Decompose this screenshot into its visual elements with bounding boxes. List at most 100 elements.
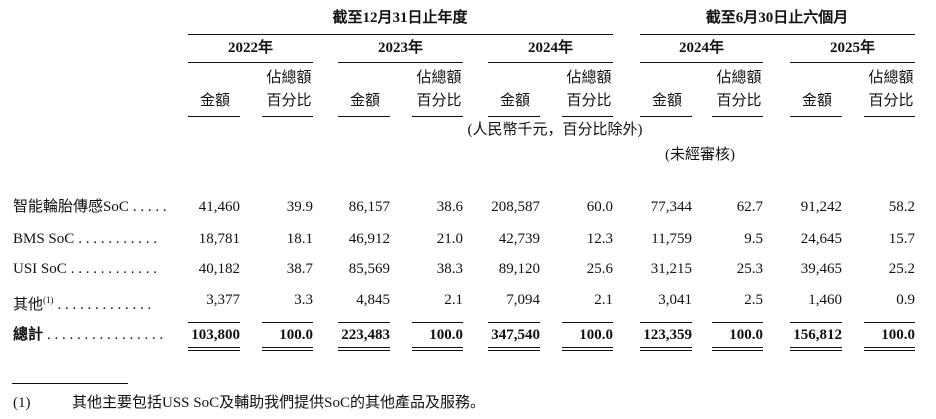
row-label: USI SoC. . . . . . . . . . . .	[13, 260, 157, 278]
rule	[640, 347, 692, 348]
rule	[562, 116, 613, 117]
cell: 25.6	[586, 261, 613, 277]
audit-note: (未經審核)	[665, 147, 735, 163]
cell: 208,587	[491, 199, 540, 215]
amount-header: 金額	[499, 93, 530, 109]
rule	[640, 116, 692, 117]
cell: 91,242	[800, 199, 842, 215]
label: 其他	[13, 297, 44, 313]
cell: 89,120	[498, 261, 540, 277]
rule	[790, 62, 915, 63]
pct-header: 百分比	[868, 93, 914, 109]
cell: 77,344	[650, 199, 692, 215]
rule	[790, 322, 842, 323]
label: BMS SoC	[13, 231, 75, 247]
cell: 3.3	[294, 292, 313, 308]
cell: 24,645	[800, 231, 842, 247]
cell: 38.6	[436, 199, 463, 215]
cell: 86,157	[348, 199, 390, 215]
rule	[188, 350, 240, 351]
rule	[262, 322, 313, 323]
pct-header: 佔總額	[868, 70, 914, 86]
year-header: 2024年	[527, 40, 573, 56]
cell: 156,812	[793, 327, 842, 343]
rule	[488, 116, 540, 117]
cell: 38.3	[436, 261, 463, 277]
footnote-marker: (1)	[13, 395, 31, 411]
group-header: 截至6月30日止六個月	[705, 10, 849, 26]
group-header: 截至12月31日止年度	[332, 10, 468, 26]
cell: 58.2	[888, 199, 915, 215]
amount-header: 金額	[199, 93, 230, 109]
cell: 40,182	[198, 261, 240, 277]
rule	[262, 116, 313, 117]
rule	[790, 347, 842, 348]
label: 智能輪胎傳感SoC	[13, 199, 129, 215]
leader: . . . . . . . . . . .	[78, 231, 158, 247]
cell: 100.0	[881, 327, 915, 343]
leader: . . . . . . . . . . . . .	[57, 297, 152, 313]
rule	[412, 347, 463, 348]
cell: 18.1	[286, 231, 313, 247]
cell: 39.9	[286, 199, 313, 215]
cell: 3,377	[206, 292, 240, 308]
rule	[712, 350, 763, 351]
pct-header: 佔總額	[266, 70, 312, 86]
rule	[188, 322, 240, 323]
cell: 9.5	[744, 231, 763, 247]
year-header: 2025年	[829, 40, 875, 56]
year-header: 2024年	[678, 40, 724, 56]
rule	[640, 62, 763, 63]
cell: 7,094	[506, 292, 540, 308]
pct-header: 百分比	[266, 93, 312, 109]
rule	[338, 116, 390, 117]
rule	[188, 62, 313, 63]
rule	[864, 116, 915, 117]
rule	[562, 322, 613, 323]
cell: 62.7	[736, 199, 763, 215]
rule	[338, 62, 463, 63]
cell: 18,781	[198, 231, 240, 247]
rule	[338, 347, 390, 348]
cell: 2.5	[744, 292, 763, 308]
cell: 15.7	[888, 231, 915, 247]
pct-header: 佔總額	[566, 70, 612, 86]
rule	[188, 347, 240, 348]
rule	[338, 322, 390, 323]
year-header: 2022年	[227, 40, 273, 56]
cell: 0.9	[896, 292, 915, 308]
rule	[338, 350, 390, 351]
rule	[864, 347, 915, 348]
cell: 41,460	[198, 199, 240, 215]
year-header: 2023年	[377, 40, 423, 56]
rule	[488, 322, 540, 323]
cell: 2.1	[594, 292, 613, 308]
leader: . . . . .	[132, 199, 167, 215]
rule	[488, 350, 540, 351]
cell: 100.0	[279, 327, 313, 343]
rule	[712, 322, 763, 323]
pct-header: 百分比	[716, 93, 762, 109]
label: USI SoC	[13, 261, 67, 277]
note-ref: (1)	[43, 295, 54, 305]
unit-note: (人民幣千元，百分比除外)	[467, 122, 643, 138]
cell: 3,041	[658, 292, 692, 308]
leader: . . . . . . . . . . . .	[70, 261, 158, 277]
cell: 103,800	[191, 327, 240, 343]
cell: 123,359	[643, 327, 692, 343]
rule	[562, 350, 613, 351]
rule	[864, 350, 915, 351]
rule	[562, 347, 613, 348]
rule	[640, 350, 692, 351]
row-label: 智能輪胎傳感SoC. . . . .	[13, 198, 167, 216]
rule	[412, 350, 463, 351]
rule	[412, 322, 463, 323]
rule	[790, 116, 842, 117]
label: 總計	[13, 327, 44, 343]
amount-header: 金額	[349, 93, 380, 109]
cell: 223,483	[341, 327, 390, 343]
cell: 100.0	[429, 327, 463, 343]
leader: . . . . . . . . . . . . . . . .	[47, 327, 164, 343]
rule	[12, 383, 128, 384]
cell: 100.0	[729, 327, 763, 343]
